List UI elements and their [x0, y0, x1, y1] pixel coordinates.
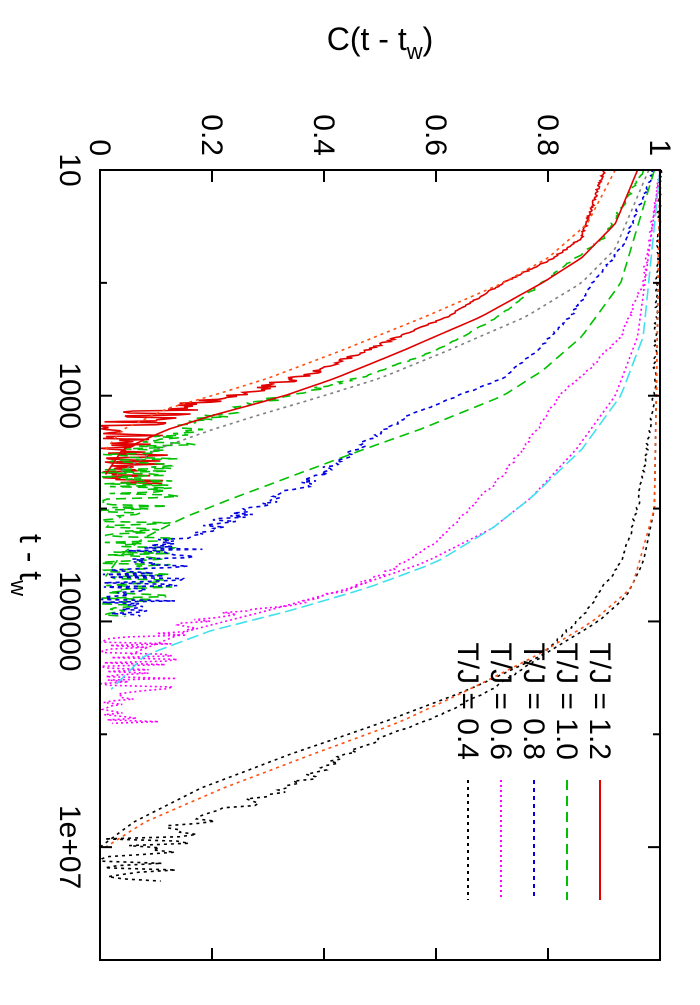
- plot-frame: [99, 169, 661, 961]
- legend-layer: T/J = 1.2T/J = 1.0T/J = 0.8T/J = 0.6T/J …: [451, 642, 616, 900]
- fit-curve-2: [116, 169, 650, 476]
- series-line-3: [99, 169, 662, 725]
- legend-label: T/J = 0.6: [484, 642, 517, 760]
- fit-curve-1: [104, 169, 639, 476]
- fit-curve-3: [104, 169, 656, 577]
- legend-label: T/J = 1.2: [583, 642, 616, 760]
- fit-curve-5: [110, 169, 661, 690]
- series-line-2: [101, 169, 657, 617]
- legend-label: T/J = 0.8: [517, 642, 550, 760]
- legend-label: T/J = 0.4: [451, 642, 484, 760]
- y-tick-label: 0.8: [531, 114, 564, 156]
- legend-label: T/J = 1.0: [550, 642, 583, 760]
- series-line-0: [100, 169, 606, 485]
- y-axis-title: C(t - tw): [327, 21, 434, 64]
- x-tick-label: 1e+07: [53, 805, 86, 889]
- plot-group: 10 1000 100000 1e+07 0 0.2 0.4 0.6 0.8 1 T/J = 1.…: [6, 21, 676, 961]
- y-tick-label: 0.4: [307, 114, 340, 156]
- y-tick-label: 0: [83, 139, 116, 156]
- x-tick-label: 1000: [53, 362, 86, 429]
- tick-layer: 10 1000 100000 1e+07 0 0.2 0.4 0.6 0.8 1: [53, 114, 676, 961]
- x-tick-label: 10: [53, 153, 86, 186]
- y-tick-label: 0.2: [195, 114, 228, 156]
- x-axis-title: t - tw: [6, 534, 49, 596]
- y-tick-label: 0.6: [419, 114, 452, 156]
- fit-curve-4: [127, 169, 661, 657]
- y-tick-label: 1: [643, 139, 676, 156]
- series-layer: [99, 169, 663, 882]
- x-tick-label: 100000: [53, 571, 86, 671]
- fit-curve-0: [104, 169, 616, 451]
- series-line-4: [99, 169, 663, 882]
